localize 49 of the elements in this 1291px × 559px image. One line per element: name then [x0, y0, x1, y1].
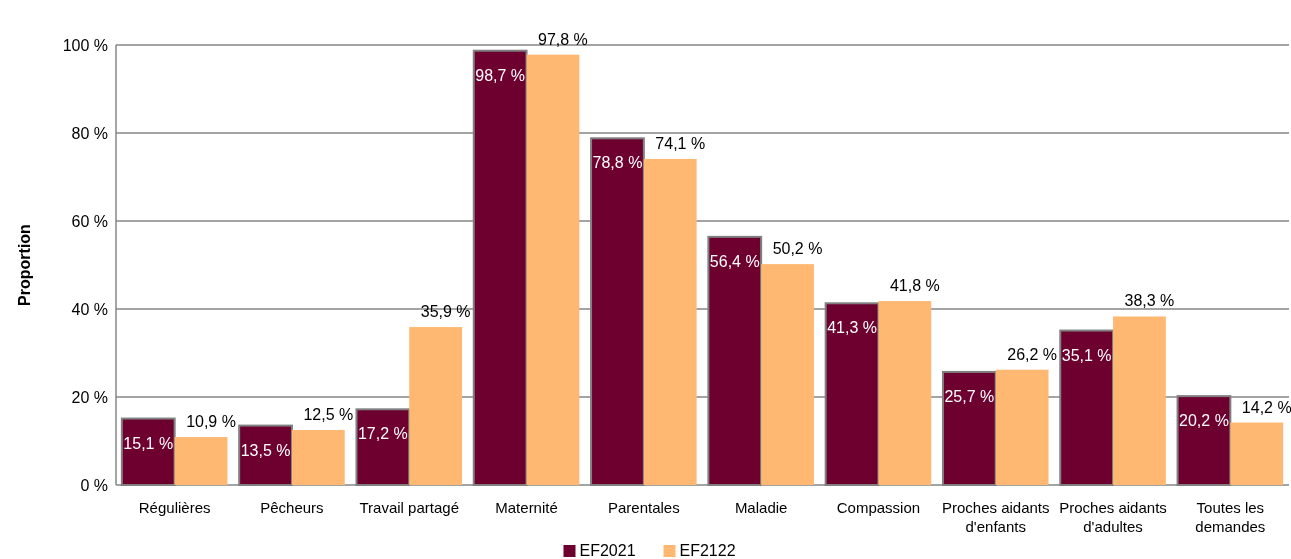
legend-label: EF2122: [679, 542, 736, 559]
x-tick-label: Maternité: [495, 499, 558, 516]
data-label: 20,2 %: [1179, 412, 1229, 430]
x-tick-label: Toutes les demandes: [1195, 499, 1266, 535]
data-label: 78,8 %: [592, 154, 643, 172]
bar: [409, 327, 463, 485]
data-label: 38,3 %: [1124, 292, 1175, 310]
data-label: 50,2 %: [772, 240, 823, 258]
x-tick-label: Parentales: [607, 499, 680, 516]
x-tick-label: Maladie: [734, 499, 788, 516]
bar: [643, 158, 697, 485]
data-label: 41,8 %: [889, 277, 940, 295]
bar: [878, 301, 932, 485]
data-label: 26,2 %: [1007, 345, 1058, 363]
y-tick-label: 100 %: [62, 36, 108, 54]
x-tick-label: Régulières: [138, 499, 211, 516]
bar: [291, 430, 345, 485]
y-tick-label: 60 %: [71, 212, 108, 230]
data-label: 56,4 %: [709, 252, 760, 270]
bar: [995, 369, 1049, 485]
data-label: 35,1 %: [1061, 346, 1112, 364]
data-label: 14,2 %: [1241, 398, 1291, 416]
data-label: 97,8 %: [538, 30, 588, 48]
y-tick-label: 80 %: [71, 124, 108, 142]
data-label: 35,9 %: [420, 303, 471, 321]
bar: [1113, 316, 1166, 485]
x-tick-label: Proches aidants d'enfants: [941, 499, 1050, 535]
y-tick-label: 40 %: [71, 300, 108, 318]
y-tick-label: 20 %: [71, 388, 108, 406]
data-label: 98,7 %: [475, 66, 526, 84]
data-label: 74,1 %: [655, 134, 706, 152]
data-label: 15,1 %: [123, 434, 174, 452]
data-label: 41,3 %: [827, 319, 877, 337]
y-tick-label: 0 %: [80, 476, 108, 494]
y-axis-title: Proportion: [16, 224, 33, 306]
x-tick-label: Proches aidants d'adultes: [1059, 499, 1167, 535]
data-label: 12,5 %: [303, 406, 354, 423]
bar: [174, 437, 228, 485]
bar: [1230, 422, 1284, 485]
data-label: 10,9 %: [186, 413, 236, 431]
legend-label: EF2021: [579, 542, 636, 559]
bar: [526, 54, 580, 485]
x-tick-label: Pêcheurs: [260, 499, 324, 516]
data-label: 13,5 %: [240, 441, 291, 459]
bar: [761, 264, 814, 485]
data-label: 17,2 %: [357, 425, 408, 443]
data-label: 25,7 %: [944, 387, 995, 405]
x-tick-label: Travail partagé: [359, 499, 459, 516]
x-tick-label: Compassion: [836, 499, 921, 516]
